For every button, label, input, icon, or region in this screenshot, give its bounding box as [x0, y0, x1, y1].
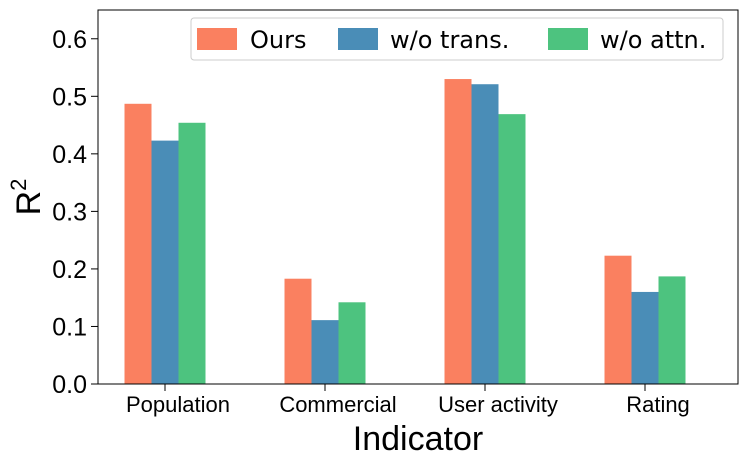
y-tick-label: 0.0 [52, 371, 87, 399]
axes-layer [97, 9, 739, 385]
bar-w-o-trans--user-activity [471, 84, 499, 385]
y-tick-label: 0.2 [52, 256, 87, 284]
bar-w-o-attn--population [178, 122, 206, 384]
bar-ours-rating [604, 255, 632, 384]
legend-swatch-w-o-attn- [548, 28, 588, 50]
y-tick-label: 0.1 [52, 313, 87, 341]
bars-layer [124, 79, 686, 385]
legend-label: Ours [250, 26, 306, 54]
y-tick-label: 0.4 [52, 141, 87, 169]
y-axis-title-superscript: 2 [6, 179, 31, 191]
x-tick-label: Commercial [279, 392, 396, 417]
x-tick-label: Rating [626, 392, 690, 417]
bar-w-o-trans--rating [631, 291, 659, 384]
y-tick-label: 0.6 [52, 26, 87, 54]
legend-swatch-ours [197, 28, 237, 50]
bar-w-o-trans--commercial [311, 320, 339, 384]
legend-frame [190, 17, 724, 61]
bar-w-o-attn--commercial [338, 302, 366, 384]
bar-w-o-attn--user-activity [498, 114, 526, 384]
legend-label: w/o trans. [390, 26, 509, 54]
plot-frame [97, 9, 739, 385]
y-axis-title: R2 [6, 179, 48, 216]
legend-label: w/o attn. [600, 26, 706, 54]
y-tick-label: 0.3 [52, 198, 87, 226]
y-tick-label: 0.5 [52, 83, 87, 111]
x-tick-label: User activity [438, 392, 558, 417]
bar-ours-commercial [284, 278, 312, 384]
bar-w-o-trans--population [151, 140, 179, 384]
bar-ours-population [124, 103, 152, 384]
bar-ours-user-activity [444, 79, 472, 385]
x-axis-title: Indicator [353, 420, 483, 458]
bar-w-o-attn--rating [658, 276, 686, 384]
legend: Ours w/o trans. w/o attn. [190, 17, 724, 61]
y-axis-title-main: R [10, 191, 48, 216]
x-tick-label: Population [126, 392, 230, 417]
x-ticks: Population Commercial User activity Rating [126, 384, 690, 417]
legend-swatch-w-o-trans- [338, 28, 378, 50]
y-ticks: 0.0 0.1 0.2 0.3 0.4 0.5 0.6 [52, 26, 98, 399]
